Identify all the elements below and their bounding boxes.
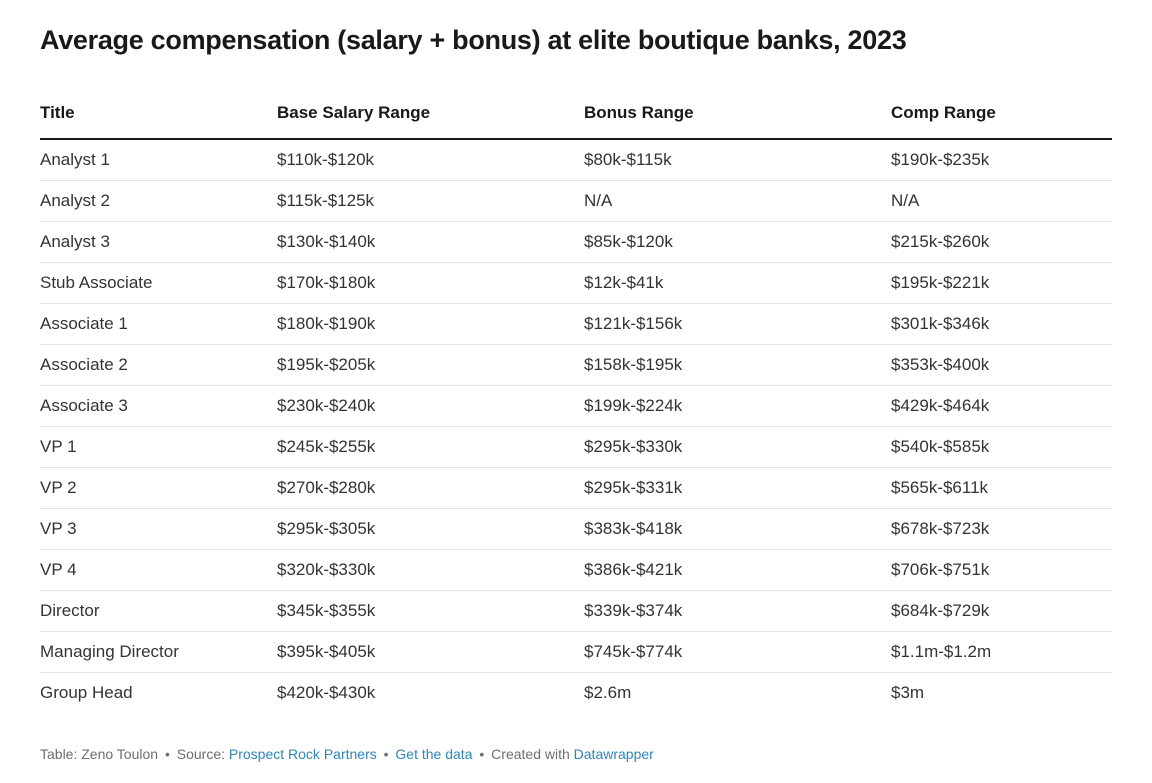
title-cell: Managing Director [40, 630, 277, 672]
title-cell: Analyst 3 [40, 220, 277, 262]
table-body: Analyst 1 $110k-$120k $80k-$115k $190k-$235… [40, 139, 1112, 713]
table-row: Analyst 2 $115k-$125k N/A N/A [40, 179, 1112, 221]
title-cell: VP 3 [40, 507, 277, 549]
get-the-data-link[interactable]: Get the data [395, 746, 473, 762]
title-cell: Associate 3 [40, 384, 277, 426]
value-cell: $180k-$190k [277, 302, 584, 344]
value-cell: $295k-$330k [584, 425, 891, 467]
value-cell: $245k-$255k [277, 425, 584, 467]
value-cell: $383k-$418k [584, 507, 891, 549]
table-row: Analyst 1 $110k-$120k $80k-$115k $190k-$235… [40, 139, 1112, 180]
separator-dot: • [479, 746, 485, 762]
value-cell: $270k-$280k [277, 466, 584, 508]
value-cell: $115k-$125k [277, 179, 584, 221]
separator-dot: • [383, 746, 389, 762]
value-cell: $170k-$180k [277, 261, 584, 303]
datawrapper-link[interactable]: Datawrapper [573, 746, 654, 762]
title-cell: VP 4 [40, 548, 277, 590]
value-cell: $2.6m [584, 671, 891, 713]
value-cell: $230k-$240k [277, 384, 584, 426]
column-header-bonus-range: Bonus Range [584, 103, 891, 140]
value-cell: $295k-$331k [584, 466, 891, 508]
value-cell: $745k-$774k [584, 630, 891, 672]
source-label: Source: [176, 746, 225, 762]
table-row: Stub Associate $170k-$180k $12k-$41k $195k-… [40, 261, 1112, 303]
table-row: VP 4 $320k-$330k $386k-$421k $706k-$751k [40, 548, 1112, 590]
compensation-table: Title Base Salary Range Bonus Range Comp Ra… [40, 103, 1112, 713]
column-header-base-salary-range: Base Salary Range [277, 103, 584, 140]
title-cell: VP 2 [40, 466, 277, 508]
title-cell: VP 1 [40, 425, 277, 467]
value-cell: $420k-$430k [277, 671, 584, 713]
value-cell: $195k-$205k [277, 343, 584, 385]
column-header-title: Title [40, 103, 277, 140]
value-cell: $215k-$260k [891, 220, 1112, 262]
table-row: Director $345k-$355k $339k-$374k $684k-$729… [40, 589, 1112, 631]
value-cell: $130k-$140k [277, 220, 584, 262]
title-cell: Associate 1 [40, 302, 277, 344]
footer-attribution: Table: Zeno Toulon • Source: Prospect Ro… [40, 745, 1112, 763]
value-cell: $3m [891, 671, 1112, 713]
value-cell: $706k-$751k [891, 548, 1112, 590]
value-cell: $386k-$421k [584, 548, 891, 590]
value-cell: $295k-$305k [277, 507, 584, 549]
value-cell: $395k-$405k [277, 630, 584, 672]
value-cell: $1.1m-$1.2m [891, 630, 1112, 672]
value-cell: $678k-$723k [891, 507, 1112, 549]
separator-dot: • [164, 746, 170, 762]
table-row: Associate 3 $230k-$240k $199k-$224k $429k-$… [40, 384, 1112, 426]
value-cell: $684k-$729k [891, 589, 1112, 631]
title-cell: Stub Associate [40, 261, 277, 303]
table-row: Associate 1 $180k-$190k $121k-$156k $301k-$… [40, 302, 1112, 344]
value-cell: $353k-$400k [891, 343, 1112, 385]
value-cell: $540k-$585k [891, 425, 1112, 467]
created-with-label: Created with [491, 746, 570, 762]
source-link[interactable]: Prospect Rock Partners [228, 746, 377, 762]
value-cell: $429k-$464k [891, 384, 1112, 426]
table-row: Group Head $420k-$430k $2.6m $3m [40, 671, 1112, 713]
table-row: Analyst 3 $130k-$140k $85k-$120k $215k-$260… [40, 220, 1112, 262]
value-cell: $199k-$224k [584, 384, 891, 426]
chart-title: Average compensation (salary + bonus) at… [40, 25, 907, 55]
table-row: VP 2 $270k-$280k $295k-$331k $565k-$611k [40, 466, 1112, 508]
title-cell: Director [40, 589, 277, 631]
value-cell: $121k-$156k [584, 302, 891, 344]
value-cell: $339k-$374k [584, 589, 891, 631]
value-cell: $195k-$221k [891, 261, 1112, 303]
table-row: Associate 2 $195k-$205k $158k-$195k $353k-$… [40, 343, 1112, 385]
value-cell: $85k-$120k [584, 220, 891, 262]
table-credit: Table: Zeno Toulon [40, 746, 159, 762]
table-header-row: Title Base Salary Range Bonus Range Comp Ra… [40, 103, 1112, 140]
value-cell: N/A [891, 179, 1112, 221]
title-cell: Group Head [40, 671, 277, 713]
title-cell: Analyst 1 [40, 149, 110, 169]
value-cell: $190k-$235k [891, 149, 990, 169]
value-cell: $565k-$611k [891, 466, 1112, 508]
value-cell: $301k-$346k [891, 302, 1112, 344]
column-header-comp-range: Comp Range [891, 103, 1112, 140]
value-cell: $110k-$120k [277, 149, 375, 169]
title-cell: Analyst 2 [40, 179, 277, 221]
value-cell: $320k-$330k [277, 548, 584, 590]
table-row: Managing Director $395k-$405k $745k-$774k $… [40, 630, 1112, 672]
title-cell: Associate 2 [40, 343, 277, 385]
value-cell: $80k-$115k [584, 149, 672, 169]
value-cell: $158k-$195k [584, 343, 891, 385]
table-row: VP 3 $295k-$305k $383k-$418k $678k-$723k [40, 507, 1112, 549]
value-cell: $12k-$41k [584, 261, 891, 303]
value-cell: $345k-$355k [277, 589, 584, 631]
table-row: VP 1 $245k-$255k $295k-$330k $540k-$585k [40, 425, 1112, 467]
value-cell: N/A [584, 179, 891, 221]
